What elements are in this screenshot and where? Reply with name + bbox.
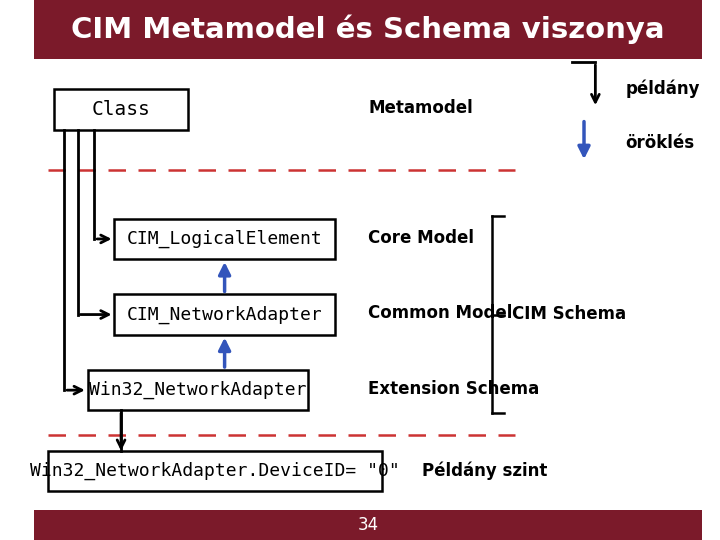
Text: Példány szint: Példány szint — [422, 462, 547, 480]
Text: Win32_NetworkAdapter.DeviceID= "0": Win32_NetworkAdapter.DeviceID= "0" — [30, 462, 400, 480]
Text: öröklés: öröklés — [626, 134, 695, 152]
Text: Metamodel: Metamodel — [368, 99, 473, 117]
Bar — [114, 219, 335, 259]
Text: 34: 34 — [358, 516, 379, 535]
Text: CIM Metamodel és Schema viszonya: CIM Metamodel és Schema viszonya — [71, 15, 665, 44]
Text: Extension Schema: Extension Schema — [368, 380, 539, 398]
Text: CIM_NetworkAdapter: CIM_NetworkAdapter — [127, 306, 323, 323]
Bar — [114, 294, 335, 335]
Text: Core Model: Core Model — [368, 228, 474, 247]
Bar — [35, 0, 702, 59]
Text: CIM Schema: CIM Schema — [512, 305, 626, 323]
Bar — [48, 451, 382, 491]
Text: példány: példány — [626, 80, 700, 98]
Bar — [54, 89, 188, 130]
Text: CIM_LogicalElement: CIM_LogicalElement — [127, 230, 323, 248]
Bar — [88, 370, 308, 410]
Text: Win32_NetworkAdapter: Win32_NetworkAdapter — [89, 381, 307, 399]
Bar — [35, 510, 702, 540]
Text: Common Model: Common Model — [368, 304, 513, 322]
Text: Class: Class — [91, 100, 150, 119]
